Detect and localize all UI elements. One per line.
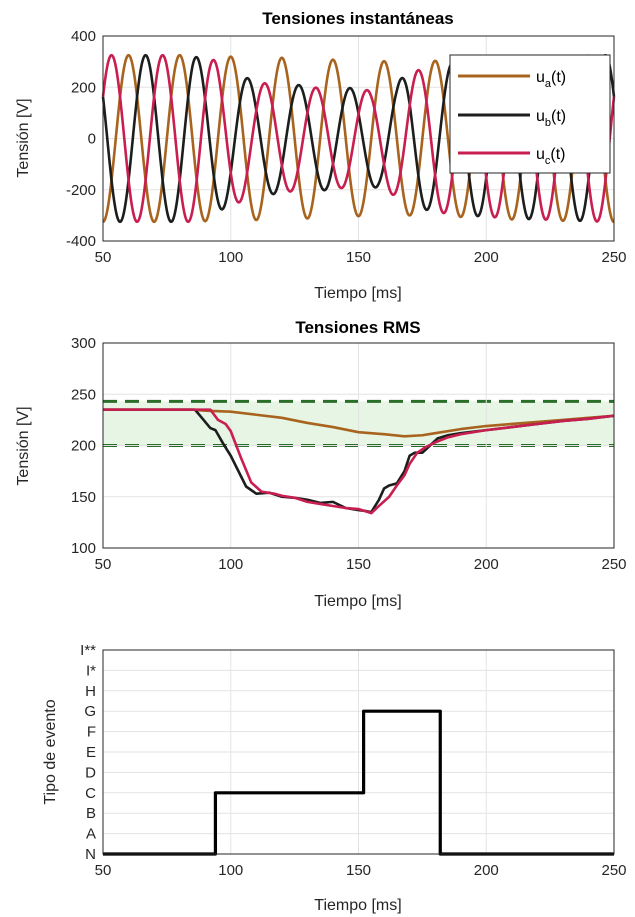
x-tick-label: 250: [601, 862, 626, 879]
legend-label-ua: ua(t): [536, 69, 566, 90]
y-axis-label: Tensión [V]: [15, 406, 32, 485]
x-tick-label: 200: [474, 862, 499, 879]
y-tick-label: C: [85, 785, 96, 802]
panel-instantaneous: Tensiones instantáneas 50 100 150 200 250 -4…: [15, 9, 627, 302]
chart-title: Tensiones RMS: [295, 318, 420, 337]
y-tick-label: B: [86, 805, 96, 822]
y-tick-label: I**: [80, 642, 96, 659]
y-tick-label: N: [85, 846, 96, 863]
x-axis-label: Tiempo [ms]: [314, 593, 401, 610]
x-tick-labels: 50 100 150 200 250: [95, 862, 627, 879]
y-axis-label: Tensión [V]: [15, 98, 32, 177]
y-tick-label: 100: [71, 540, 96, 557]
y-tick-label: D: [85, 764, 96, 781]
x-tick-labels: 50 100 150 200 250: [95, 249, 627, 266]
y-tick-label: 200: [71, 438, 96, 455]
x-tick-label: 100: [218, 862, 243, 879]
y-tick-labels: -400 -200 0 200 400: [66, 28, 96, 250]
series-line-0: [103, 408, 615, 438]
x-tick-label: 200: [474, 556, 499, 573]
y-tick-label: I*: [86, 662, 96, 679]
plot-lines: [103, 408, 615, 515]
plot-frame: [102, 342, 615, 549]
x-tick-label: 150: [346, 862, 371, 879]
y-tick-label: 300: [71, 335, 96, 352]
y-tick-label: A: [86, 826, 96, 843]
x-tick-label: 100: [218, 249, 243, 266]
series-line-0: [103, 709, 614, 856]
y-tick-label: E: [86, 744, 96, 761]
legend-label-ub: ub(t): [536, 108, 566, 129]
legend-label-uc: uc(t): [536, 146, 566, 167]
plot-lines: [103, 709, 614, 856]
y-tick-label: G: [84, 703, 96, 720]
y-tick-label: -200: [66, 182, 96, 199]
y-tick-label: 400: [71, 28, 96, 45]
y-tick-label: F: [87, 724, 96, 741]
panel-rms: Tensiones RMS 50 100 150 200 250 10015020025…: [15, 318, 627, 610]
y-tick-label: 0: [88, 131, 96, 148]
x-tick-label: 250: [601, 556, 626, 573]
y-tick-label: 250: [71, 386, 96, 403]
chart-title: Tensiones instantáneas: [262, 9, 453, 28]
y-tick-label: 200: [71, 79, 96, 96]
x-tick-label: 50: [95, 862, 112, 879]
x-tick-label: 150: [346, 249, 371, 266]
series-line-2: [103, 408, 615, 515]
x-tick-labels: 50 100 150 200 250: [95, 556, 627, 573]
x-tick-label: 100: [218, 556, 243, 573]
x-tick-label: 200: [474, 249, 499, 266]
x-tick-label: 50: [95, 556, 112, 573]
y-tick-label: -400: [66, 233, 96, 250]
x-axis-label: Tiempo [ms]: [314, 897, 401, 914]
plot-frame: [102, 649, 615, 855]
x-tick-label: 150: [346, 556, 371, 573]
y-tick-label: 150: [71, 489, 96, 506]
x-tick-label: 250: [601, 249, 626, 266]
y-axis-label: Tipo de evento: [42, 699, 59, 804]
legend: ua(t) ub(t) uc(t): [449, 54, 611, 174]
y-tick-labels: 100 150 200 250 300: [71, 335, 96, 557]
plot-frame: [102, 35, 615, 242]
y-tick-label: H: [85, 683, 96, 700]
x-axis-label: Tiempo [ms]: [314, 285, 401, 302]
x-tick-label: 50: [95, 249, 112, 266]
